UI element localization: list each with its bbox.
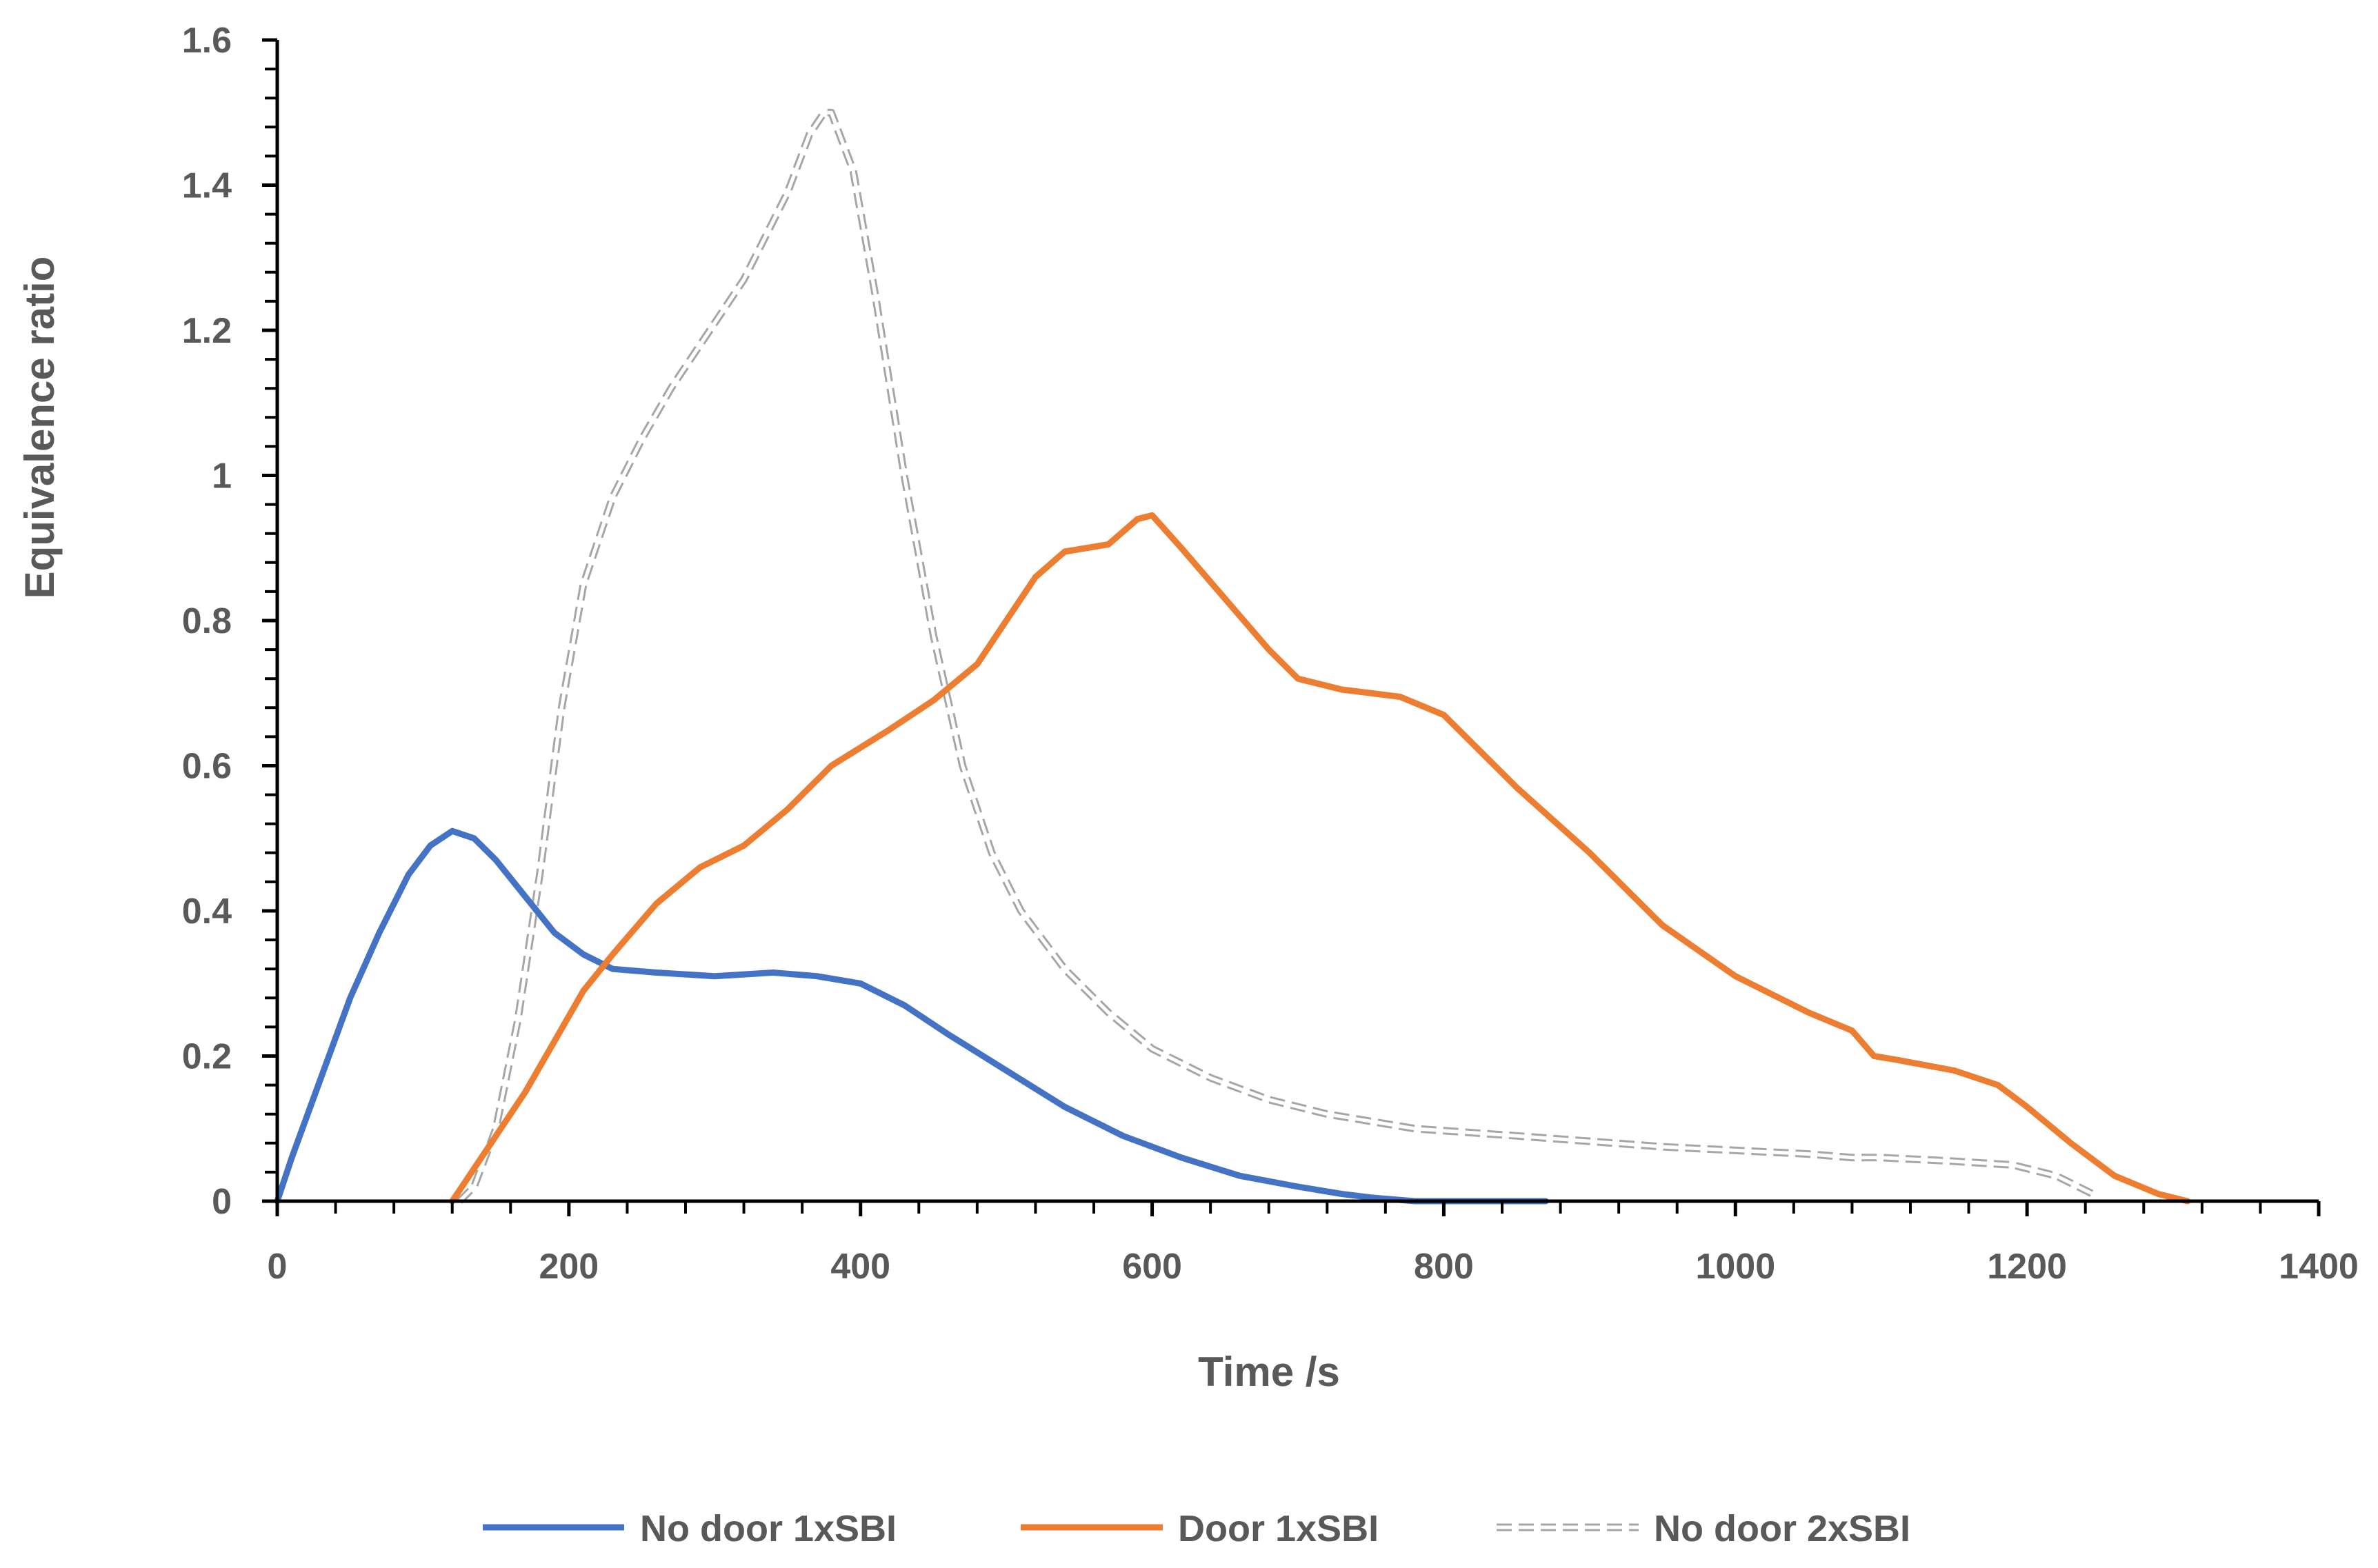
y-tick-label: 0.2 xyxy=(182,1037,232,1077)
y-tick-label: 0.6 xyxy=(182,747,232,787)
x-ticks: 0 200 400 600 800 1000 1200 1400 xyxy=(268,1201,2359,1287)
x-tick-label: 800 xyxy=(1414,1247,1474,1287)
x-axis-title: Time /s xyxy=(1198,1349,1340,1395)
series-line-door-1xsbi xyxy=(449,512,2191,1205)
y-tick-label: 0.4 xyxy=(182,892,232,932)
x-tick-label: 1200 xyxy=(1987,1247,2067,1287)
series-line-no-door-1xsbi xyxy=(274,827,1549,1205)
y-tick-label: 1.6 xyxy=(182,21,232,61)
y-tick-label: 1 xyxy=(212,456,232,496)
y-tick-label: 0 xyxy=(212,1182,232,1222)
y-ticks: 0 0.2 0.4 0.6 0.8 1 1.2 1.4 1.6 xyxy=(182,21,277,1222)
y-tick-label: 0.8 xyxy=(182,601,232,641)
legend-label-door-1xsbi: Door 1xSBI xyxy=(1178,1508,1379,1549)
series-line-inner-no-door-2xsbi xyxy=(458,110,2094,1203)
x-tick-label: 0 xyxy=(268,1247,288,1287)
series-layer xyxy=(274,108,2191,1205)
x-tick-label: 1000 xyxy=(1695,1247,1775,1287)
y-tick-label: 1.2 xyxy=(182,311,232,351)
x-tick-label: 200 xyxy=(539,1247,599,1287)
legend-label-no-door-2xsbi: No door 2xSBI xyxy=(1654,1508,1910,1549)
y-axis-title: Equivalence ratio xyxy=(17,257,63,599)
x-tick-label: 1400 xyxy=(2279,1247,2359,1287)
legend-label-no-door-1xsbi: No door 1xSBI xyxy=(640,1508,897,1549)
x-tick-label: 600 xyxy=(1122,1247,1182,1287)
legend: No door 1xSBI Door 1xSBI No door 2xSBI xyxy=(483,1508,1910,1549)
x-tick-label: 400 xyxy=(830,1247,890,1287)
y-tick-label: 1.4 xyxy=(182,166,232,206)
